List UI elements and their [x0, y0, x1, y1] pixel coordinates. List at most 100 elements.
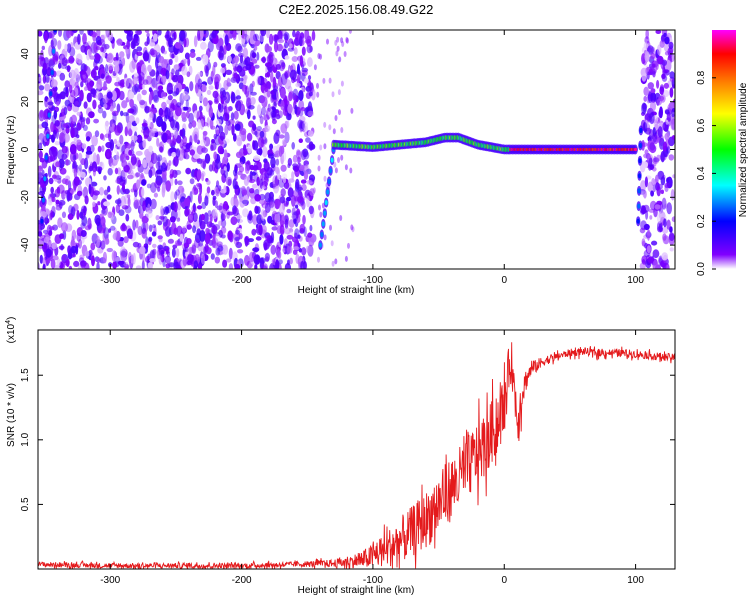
noise-blob: [210, 253, 215, 260]
noise-blob: [115, 52, 119, 62]
noise-blob: [332, 128, 336, 135]
noise-blob: [643, 223, 650, 231]
colorbar: 0.0 0.2 0.4 0.6 0.8 Normalized spectral ampl…: [696, 30, 749, 276]
noise-blob: [61, 222, 68, 233]
noise-blob: [177, 193, 182, 200]
noise-blob: [134, 53, 138, 61]
noise-blob: [147, 117, 151, 129]
noise-blob: [141, 222, 146, 234]
noise-blob: [162, 215, 168, 227]
noise-blob: [220, 67, 226, 74]
noise-blob: [644, 36, 650, 45]
noise-blob: [103, 175, 107, 181]
noise-blob: [106, 152, 110, 158]
noise-blob: [287, 47, 295, 52]
noise-blob: [100, 46, 105, 52]
noise-blob: [239, 128, 247, 136]
noise-blob: [67, 192, 73, 201]
noise-blob: [300, 32, 305, 39]
noise-blob: [113, 138, 118, 145]
noise-blob: [48, 177, 54, 185]
noise-blob: [254, 64, 260, 69]
noise-blob: [177, 180, 183, 186]
noise-blob: [161, 182, 166, 194]
noise-blob: [59, 72, 66, 81]
noise-blob: [43, 236, 51, 244]
noise-blob: [287, 85, 293, 93]
noise-blob: [234, 55, 239, 64]
noise-blob: [671, 84, 675, 89]
noise-blob: [179, 129, 184, 137]
noise-blob: [307, 232, 313, 238]
noise-blob: [303, 170, 309, 180]
noise-blob: [224, 124, 229, 136]
noise-blob: [235, 229, 240, 235]
noise-blob: [61, 48, 68, 59]
noise-blob: [135, 117, 140, 124]
noise-blob: [322, 77, 326, 84]
noise-blob: [642, 204, 650, 213]
noise-blob: [218, 103, 224, 113]
noise-blob: [122, 112, 129, 117]
noise-blob: [184, 197, 191, 207]
noise-blob: [48, 147, 54, 157]
noise-blob: [168, 160, 172, 167]
noise-blob: [146, 32, 150, 38]
noise-blob: [189, 178, 195, 185]
noise-blob: [647, 181, 654, 193]
noise-blob: [150, 128, 158, 133]
noise-blob: [338, 56, 342, 63]
noise-blob: [131, 126, 138, 132]
noise-blob: [196, 228, 201, 236]
noise-blob: [242, 156, 246, 162]
noise-blob: [249, 34, 256, 45]
noise-blob: [236, 137, 243, 147]
noise-blob: [228, 263, 233, 269]
noise-blob: [43, 110, 47, 121]
noise-blob: [114, 125, 122, 136]
noise-blob: [102, 230, 106, 243]
noise-blob: [185, 111, 190, 119]
noise-blob: [259, 178, 264, 189]
noise-blob: [316, 82, 319, 89]
noise-blob: [56, 186, 61, 194]
noise-blob: [220, 212, 226, 221]
noise-blob: [171, 247, 176, 258]
noise-blob: [658, 211, 666, 220]
noise-blob: [173, 127, 178, 139]
noise-blob: [347, 242, 350, 249]
noise-blob: [329, 224, 332, 231]
noise-blob: [207, 76, 214, 85]
noise-blob: [271, 226, 278, 231]
noise-blob: [101, 43, 107, 53]
noise-blob: [289, 257, 293, 265]
noise-blob: [157, 235, 163, 240]
noise-blob: [294, 228, 300, 240]
noise-blob: [93, 42, 99, 54]
noise-blob: [319, 211, 323, 218]
noise-blob: [158, 107, 164, 116]
noise-blob: [170, 119, 178, 131]
noise-blob: [286, 234, 294, 240]
noise-blob: [120, 224, 127, 232]
noise-blob: [123, 189, 130, 195]
noise-blob: [196, 158, 201, 163]
noise-blob: [101, 34, 107, 39]
noise-blob: [279, 203, 285, 216]
noise-blob: [148, 224, 153, 232]
noise-blob: [46, 224, 53, 236]
noise-blob: [268, 33, 274, 45]
noise-blob: [337, 89, 341, 96]
noise-blob: [193, 35, 198, 48]
noise-blob: [657, 44, 662, 56]
noise-blob: [166, 63, 171, 73]
noise-blob: [657, 126, 663, 138]
noise-blob: [242, 208, 249, 218]
noise-blob: [266, 54, 274, 65]
noise-blob: [229, 30, 234, 35]
noise-blob: [152, 224, 156, 229]
noise-blob: [299, 55, 304, 67]
noise-blob: [225, 258, 232, 263]
noise-blob: [227, 230, 233, 241]
noise-blob: [141, 227, 147, 235]
